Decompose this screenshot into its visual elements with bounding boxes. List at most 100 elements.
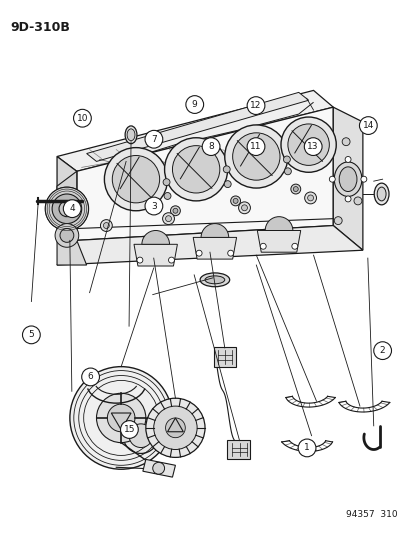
Circle shape <box>81 368 99 386</box>
Circle shape <box>168 257 174 263</box>
Polygon shape <box>257 230 300 252</box>
Circle shape <box>290 184 300 194</box>
Circle shape <box>163 179 170 185</box>
Circle shape <box>164 192 171 199</box>
Polygon shape <box>57 225 362 265</box>
Circle shape <box>293 187 297 191</box>
Circle shape <box>63 200 81 217</box>
Polygon shape <box>332 107 362 250</box>
Ellipse shape <box>338 167 356 191</box>
Circle shape <box>100 220 112 231</box>
Circle shape <box>165 418 185 438</box>
Polygon shape <box>76 107 332 240</box>
Ellipse shape <box>112 156 159 203</box>
Circle shape <box>344 196 350 202</box>
Circle shape <box>247 138 264 156</box>
Circle shape <box>137 257 142 263</box>
Circle shape <box>344 157 350 163</box>
Text: 8: 8 <box>208 142 214 151</box>
Ellipse shape <box>280 117 335 172</box>
Circle shape <box>224 181 230 188</box>
Text: 94357  310: 94357 310 <box>345 510 396 519</box>
Circle shape <box>153 406 197 449</box>
Ellipse shape <box>125 126 137 144</box>
Ellipse shape <box>172 146 219 193</box>
Text: 11: 11 <box>250 142 261 151</box>
Polygon shape <box>86 92 308 161</box>
Ellipse shape <box>376 187 385 201</box>
Text: 9: 9 <box>191 100 197 109</box>
Circle shape <box>333 217 341 224</box>
Circle shape <box>107 404 135 432</box>
Ellipse shape <box>104 148 167 211</box>
Circle shape <box>233 198 237 204</box>
Text: 5: 5 <box>28 330 34 340</box>
Circle shape <box>227 250 233 256</box>
Text: 2: 2 <box>379 346 385 355</box>
Circle shape <box>96 393 145 442</box>
Circle shape <box>283 156 290 163</box>
Circle shape <box>173 208 178 213</box>
Circle shape <box>170 206 180 216</box>
Ellipse shape <box>199 273 229 287</box>
Text: 13: 13 <box>307 142 318 151</box>
FancyBboxPatch shape <box>226 440 250 459</box>
Circle shape <box>260 244 266 249</box>
Text: 12: 12 <box>250 101 261 110</box>
Circle shape <box>247 96 264 115</box>
Circle shape <box>74 109 91 127</box>
Circle shape <box>307 195 313 201</box>
Circle shape <box>196 250 202 256</box>
Circle shape <box>103 223 109 229</box>
Polygon shape <box>57 157 76 240</box>
Text: 6: 6 <box>88 373 93 382</box>
Circle shape <box>185 95 203 114</box>
Ellipse shape <box>287 124 328 165</box>
Circle shape <box>123 418 158 454</box>
Circle shape <box>230 196 240 206</box>
Circle shape <box>341 138 349 146</box>
Ellipse shape <box>224 125 287 188</box>
Wedge shape <box>142 230 169 244</box>
Ellipse shape <box>164 138 227 201</box>
Circle shape <box>162 213 174 224</box>
Circle shape <box>152 462 164 474</box>
Circle shape <box>52 194 81 223</box>
Polygon shape <box>193 237 236 259</box>
FancyBboxPatch shape <box>214 347 235 367</box>
Circle shape <box>223 166 230 173</box>
Circle shape <box>145 398 204 457</box>
Text: 4: 4 <box>69 204 75 213</box>
Ellipse shape <box>373 183 388 205</box>
Circle shape <box>373 342 391 360</box>
Text: 7: 7 <box>151 135 157 144</box>
Text: 9D-310B: 9D-310B <box>11 21 70 34</box>
Circle shape <box>353 197 361 205</box>
Text: 10: 10 <box>76 114 88 123</box>
Circle shape <box>328 176 335 182</box>
Circle shape <box>241 205 247 211</box>
Text: 1: 1 <box>304 443 309 453</box>
Text: 15: 15 <box>123 425 135 434</box>
Text: 14: 14 <box>362 121 373 130</box>
Circle shape <box>284 168 291 175</box>
Polygon shape <box>57 171 76 240</box>
Ellipse shape <box>204 276 224 284</box>
Circle shape <box>297 439 315 457</box>
Circle shape <box>358 117 376 134</box>
Circle shape <box>291 244 297 249</box>
Circle shape <box>238 202 250 214</box>
Circle shape <box>70 367 172 469</box>
Polygon shape <box>134 244 177 266</box>
Circle shape <box>60 229 74 243</box>
Circle shape <box>304 138 321 156</box>
Circle shape <box>145 131 162 148</box>
Wedge shape <box>265 217 292 230</box>
Polygon shape <box>57 91 332 171</box>
Ellipse shape <box>232 133 279 180</box>
Circle shape <box>22 326 40 344</box>
Polygon shape <box>142 459 175 477</box>
Ellipse shape <box>127 129 135 141</box>
Circle shape <box>145 197 162 215</box>
Wedge shape <box>201 223 228 237</box>
